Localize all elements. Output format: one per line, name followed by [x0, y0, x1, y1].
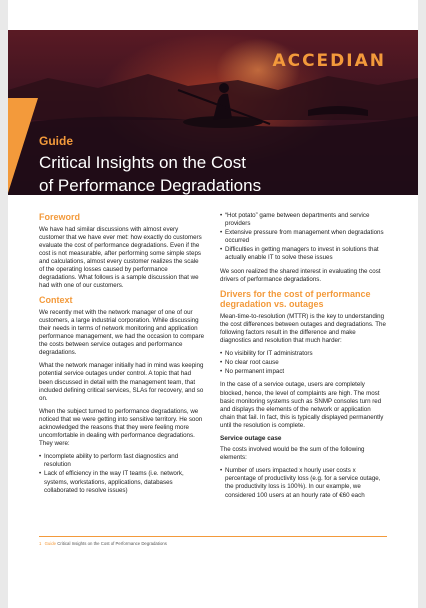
- right-column: “Hot potato” game between departments an…: [220, 212, 386, 505]
- orange-accent-stripe: [8, 98, 38, 193]
- service-outage-case-heading: Service outage case: [220, 434, 282, 442]
- footer-label: Guide: [44, 541, 57, 546]
- list-item: Lack of efficiency in the way IT teams (…: [39, 470, 205, 494]
- page-title: Critical Insights on the Cost of Perform…: [39, 151, 261, 195]
- cost-bullet-list: Number of users impacted x hourly user c…: [220, 467, 386, 499]
- list-item: Incomplete ability to perform fast diagn…: [39, 453, 205, 469]
- drivers-heading: Drivers for the cost of performance degr…: [220, 288, 371, 310]
- list-item: No clear root cause: [220, 359, 386, 367]
- context-heading: Context: [39, 295, 73, 306]
- outage-paragraph: In the case of a service outage, users a…: [220, 381, 384, 429]
- page-title-line-2: of Performance Degradations: [39, 176, 262, 195]
- left-column: Foreword We have had similar discussions…: [39, 212, 205, 500]
- factors-bullet-list: No visibility for IT administrators No c…: [220, 350, 386, 376]
- shared-interest-paragraph: We soon realized the shared interest in …: [220, 267, 381, 283]
- footer-title: Critical Insights on the Cost of Perform…: [57, 541, 167, 546]
- foreword-text: We have had similar discussions with alm…: [39, 225, 202, 290]
- guide-label: Guide: [39, 134, 74, 148]
- kayaker-silhouette-image: [8, 74, 418, 195]
- issues-bullet-list: “Hot potato” game between departments an…: [220, 212, 386, 263]
- list-item: Difficulties in getting managers to inve…: [220, 246, 386, 262]
- costs-paragraph: The costs involved would be the sum of t…: [220, 446, 365, 462]
- context-paragraph-2: What the network manager initially had i…: [39, 362, 204, 402]
- context-paragraph-1: We recently met with the network manager…: [39, 308, 205, 357]
- hero-banner: ACCEDIAN Guide Critical Insights on the …: [8, 30, 418, 195]
- list-item: “Hot potato” game between departments an…: [220, 212, 386, 228]
- context-bullet-list: Incomplete ability to perform fast diagn…: [39, 453, 205, 494]
- page-footer: 1 Guide Critical Insights on the Cost of…: [39, 541, 167, 546]
- list-item: Extensive pressure from management when …: [220, 229, 386, 245]
- list-item: No visibility for IT administrators: [220, 350, 386, 358]
- context-paragraph-3: When the subject turned to performance d…: [39, 407, 203, 448]
- foreword-heading: Foreword: [39, 212, 81, 222]
- footer-divider: [39, 536, 387, 537]
- list-item: No permanent impact: [220, 368, 386, 376]
- document-page: ACCEDIAN Guide Critical Insights on the …: [8, 0, 418, 608]
- page-title-line-1: Critical Insights on the Cost: [39, 153, 246, 172]
- accedian-logo: ACCEDIAN: [272, 51, 386, 71]
- page-number: 1: [39, 541, 42, 546]
- list-item: Number of users impacted x hourly user c…: [220, 467, 386, 499]
- mttr-paragraph: Mean-time-to-resolution (MTTR) is the ke…: [220, 312, 386, 345]
